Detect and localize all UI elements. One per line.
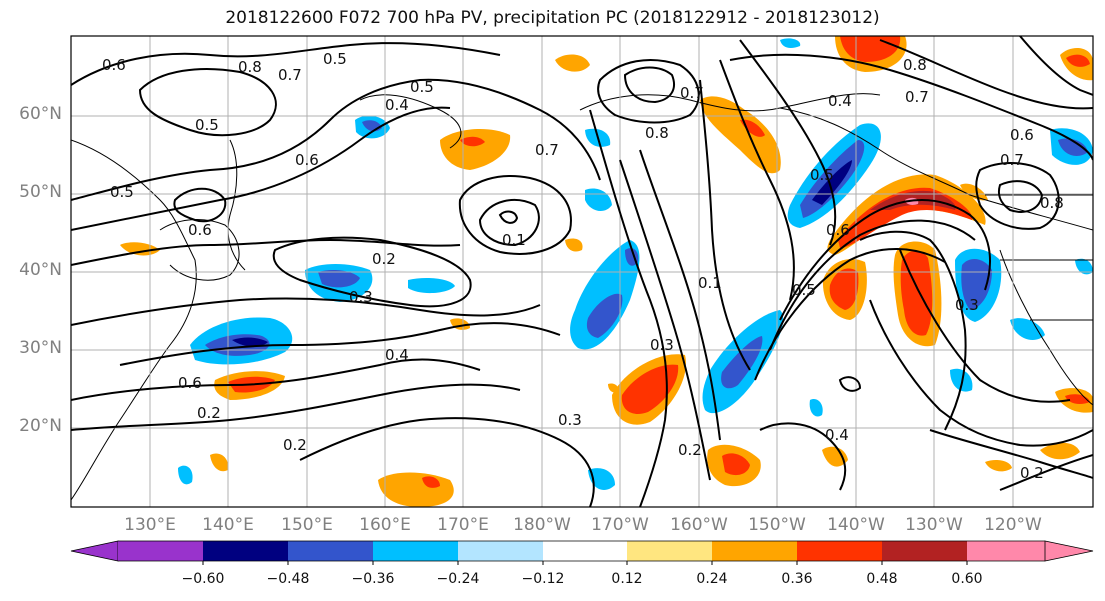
colorbar-tick-label: 0.36 bbox=[781, 571, 813, 587]
graticule bbox=[71, 36, 1093, 507]
colorbar-segment bbox=[882, 541, 967, 561]
contour-label: 0.8 bbox=[238, 58, 262, 76]
contour-label: 0.2 bbox=[678, 441, 702, 459]
contour-label: 0.3 bbox=[558, 411, 582, 429]
contour-label: 0.8 bbox=[903, 56, 927, 74]
contour-label: 0.5 bbox=[323, 50, 347, 68]
contour-label: 0.4 bbox=[828, 92, 852, 110]
map-frame bbox=[70, 35, 1094, 508]
lon-tick-label: 130°W bbox=[905, 515, 963, 535]
contour-label: 0.6 bbox=[826, 221, 850, 239]
contour-label: 0.6 bbox=[102, 56, 126, 74]
colorbar-tick-label: −0.12 bbox=[521, 571, 565, 587]
lon-tick-label: 130°E bbox=[124, 515, 176, 535]
lon-tick-label: 140°E bbox=[202, 515, 254, 535]
lat-tick-label: 30°N bbox=[19, 338, 62, 358]
lon-tick-label: 150°W bbox=[748, 515, 806, 535]
map-title: 2018122600 F072 700 hPa PV, precipitatio… bbox=[225, 8, 880, 28]
contour-label: 0.8 bbox=[645, 124, 669, 142]
contour-label: 0.1 bbox=[698, 274, 722, 292]
lon-tick-label: 180°W bbox=[513, 515, 571, 535]
contour-label: 0.4 bbox=[385, 96, 409, 114]
contour-label: 0.6 bbox=[295, 151, 319, 169]
lon-tick-label: 140°W bbox=[827, 515, 885, 535]
contour-label: 0.1 bbox=[502, 231, 526, 249]
colorbar-segment bbox=[627, 541, 712, 561]
lat-tick-label: 50°N bbox=[19, 182, 62, 202]
colorbar-tick-label: −0.48 bbox=[266, 571, 310, 587]
colorbar-tick-label: 0.48 bbox=[866, 571, 898, 587]
colorbar-segment bbox=[712, 541, 797, 561]
colorbar-segment bbox=[203, 541, 288, 561]
lon-tick-label: 170°W bbox=[591, 515, 649, 535]
contour-label: 0.7 bbox=[535, 141, 559, 159]
colorbar-tick-label: −0.24 bbox=[436, 571, 480, 587]
contour-labels: 0.6 0.5 0.8 0.7 0.5 0.4 0.5 0.6 0.5 0.6 … bbox=[102, 50, 1064, 482]
colorbar-extend-left bbox=[70, 540, 119, 562]
colorbar-extend-right bbox=[1044, 540, 1094, 562]
pv-contours bbox=[71, 36, 1093, 507]
colorbar-tick-label: 0.60 bbox=[951, 571, 983, 587]
contour-label: 0.2 bbox=[283, 436, 307, 454]
contour-label: 0.3 bbox=[650, 336, 674, 354]
lon-tick-label: 120°W bbox=[984, 515, 1042, 535]
contour-label: 0.7 bbox=[1000, 151, 1024, 169]
contour-label: 0.6 bbox=[178, 374, 202, 392]
colorbar-segment bbox=[373, 541, 458, 561]
contour-label: 0.2 bbox=[197, 404, 221, 422]
contour-label: 0.3 bbox=[349, 288, 373, 306]
colorbar-segment bbox=[543, 541, 627, 561]
contour-label: 0.5 bbox=[792, 281, 816, 299]
contour-label: 0.4 bbox=[825, 426, 849, 444]
colorbar-segment bbox=[797, 541, 882, 561]
lat-tick-label: 40°N bbox=[19, 260, 62, 280]
contour-label: 0.6 bbox=[188, 221, 212, 239]
colorbar-segment bbox=[288, 541, 373, 561]
contour-label: 0.2 bbox=[372, 250, 396, 268]
contour-label: 0.3 bbox=[955, 296, 979, 314]
contour-label: 0.5 bbox=[410, 78, 434, 96]
colorbar-tick-label: −0.36 bbox=[351, 571, 395, 587]
contour-label: 0.5 bbox=[110, 183, 134, 201]
colorbar bbox=[70, 540, 1094, 565]
contour-label: 0.5 bbox=[810, 166, 834, 184]
lat-tick-label: 60°N bbox=[19, 104, 62, 124]
colorbar-tick-label: −0.60 bbox=[181, 571, 225, 587]
lon-tick-label: 170°E bbox=[437, 515, 489, 535]
lon-tick-label: 160°W bbox=[670, 515, 728, 535]
colorbar-tick-label: 0.12 bbox=[611, 571, 643, 587]
contour-label: 0.6 bbox=[1010, 126, 1034, 144]
contour-label: 0.7 bbox=[278, 66, 302, 84]
contour-label: 0.4 bbox=[385, 346, 409, 364]
contour-label: 0.8 bbox=[1040, 194, 1064, 212]
lat-tick-label: 20°N bbox=[19, 416, 62, 436]
lon-tick-label: 160°E bbox=[359, 515, 411, 535]
colorbar-segment bbox=[118, 541, 203, 561]
contour-label: 0.2 bbox=[1020, 464, 1044, 482]
contour-label: 0.7 bbox=[905, 88, 929, 106]
contour-label: 0.5 bbox=[195, 116, 219, 134]
contour-label: 0.7 bbox=[680, 84, 704, 102]
colorbar-segment bbox=[458, 541, 543, 561]
colorbar-segment bbox=[967, 541, 1045, 561]
colorbar-tick-label: 0.24 bbox=[696, 571, 728, 587]
lon-tick-label: 150°E bbox=[281, 515, 333, 535]
